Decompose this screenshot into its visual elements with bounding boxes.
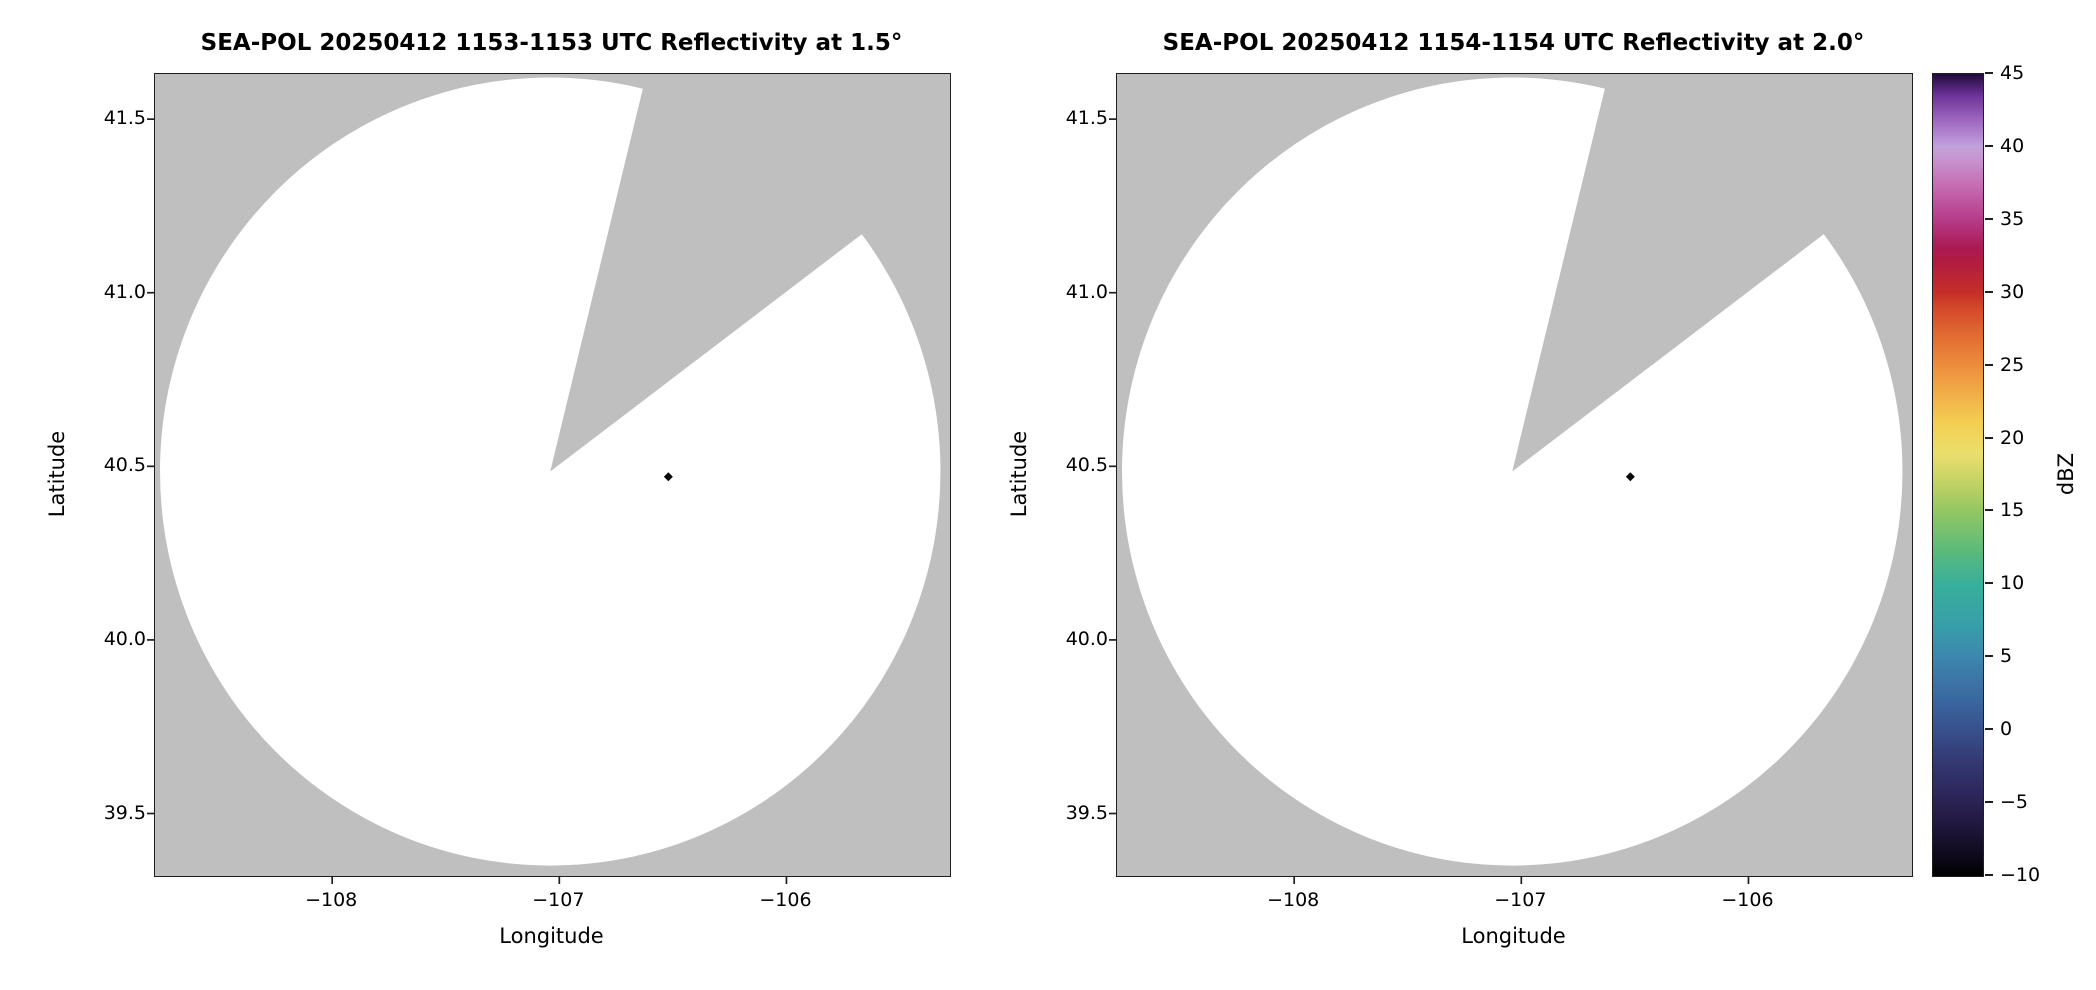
y-tick-label: 41.5: [103, 107, 146, 130]
radar-panel-2: SEA-POL 20250412 1154-1154 UTC Reflectiv…: [962, 0, 1924, 990]
colorbar-tick: [1985, 217, 1993, 220]
y-tick-label: 41.0: [103, 280, 146, 303]
colorbar-tick-label: 30: [2000, 280, 2025, 303]
panel-2-title: SEA-POL 20250412 1154-1154 UTC Reflectiv…: [1162, 30, 1865, 56]
colorbar-tick-label: 25: [2000, 353, 2025, 376]
colorbar-tick: [1985, 72, 1993, 74]
panel-2-plot-area: [1109, 73, 1913, 884]
x-tick-label: −106: [759, 889, 812, 911]
x-tick-label: −107: [532, 889, 585, 911]
colorbar-tick-label: 45: [2000, 62, 2025, 84]
panel-1-title: SEA-POL 20250412 1153-1153 UTC Reflectiv…: [200, 30, 903, 56]
panel-1-x-axis-label: Longitude: [499, 924, 604, 948]
colorbar-tick: [1985, 290, 1993, 293]
colorbar-tick: [1985, 509, 1993, 512]
colorbar-tick: [1985, 728, 1993, 731]
y-tick-label: 40.0: [1065, 627, 1108, 650]
colorbar-gradient: [1932, 73, 1984, 877]
colorbar-tick: [1985, 436, 1993, 439]
colorbar-tick-label: 40: [2000, 134, 2025, 157]
panel-1-plot-area: [147, 73, 951, 884]
y-tick-label: 40.5: [103, 454, 146, 477]
colorbar-tick: [1985, 582, 1993, 585]
colorbar-tick-label: −10: [2000, 864, 2041, 886]
y-tick-label: 40.0: [103, 627, 146, 650]
colorbar-container: dBZ 45 40 35 30 25 20 15 10 5 0 −5 −10: [1924, 0, 2096, 990]
y-tick-label: 40.5: [1065, 454, 1108, 477]
x-tick-label: −107: [1494, 889, 1547, 911]
colorbar-tick-label: 10: [2000, 572, 2025, 595]
echo-marker: [663, 472, 673, 482]
echo-marker: [1625, 472, 1635, 482]
y-tick-label: 41.5: [1065, 107, 1108, 130]
x-tick-label: −108: [1267, 889, 1320, 911]
colorbar-axis-label: dBZ: [2054, 452, 2078, 496]
panel-2-x-axis-label: Longitude: [1461, 924, 1566, 948]
colorbar-tick: [1985, 801, 1993, 804]
colorbar-tick-label: 0: [2000, 718, 2013, 741]
colorbar-tick: [1985, 363, 1993, 366]
colorbar-tick: [1985, 874, 1993, 876]
colorbar-tick-label: 5: [2000, 645, 2013, 668]
radar-panel-1: SEA-POL 20250412 1153-1153 UTC Reflectiv…: [0, 0, 962, 990]
colorbar-tick-label: 15: [2000, 499, 2025, 522]
colorbar-tick-label: 20: [2000, 426, 2025, 449]
y-tick-label: 41.0: [1065, 280, 1108, 303]
colorbar-tick-label: 35: [2000, 207, 2025, 230]
x-tick-label: −108: [305, 889, 358, 911]
missing-data-sector: [550, 74, 950, 472]
y-tick-label: 39.5: [103, 801, 146, 824]
y-tick-label: 39.5: [1065, 801, 1108, 824]
colorbar-tick-label: −5: [2000, 791, 2029, 814]
colorbar-tick: [1985, 655, 1993, 658]
x-tick-label: −106: [1721, 889, 1774, 911]
radar-ppi-plot-1: [147, 74, 950, 884]
colorbar-tick: [1985, 144, 1993, 147]
radar-ppi-plot-2: [1109, 74, 1912, 884]
missing-data-sector: [1512, 74, 1912, 472]
